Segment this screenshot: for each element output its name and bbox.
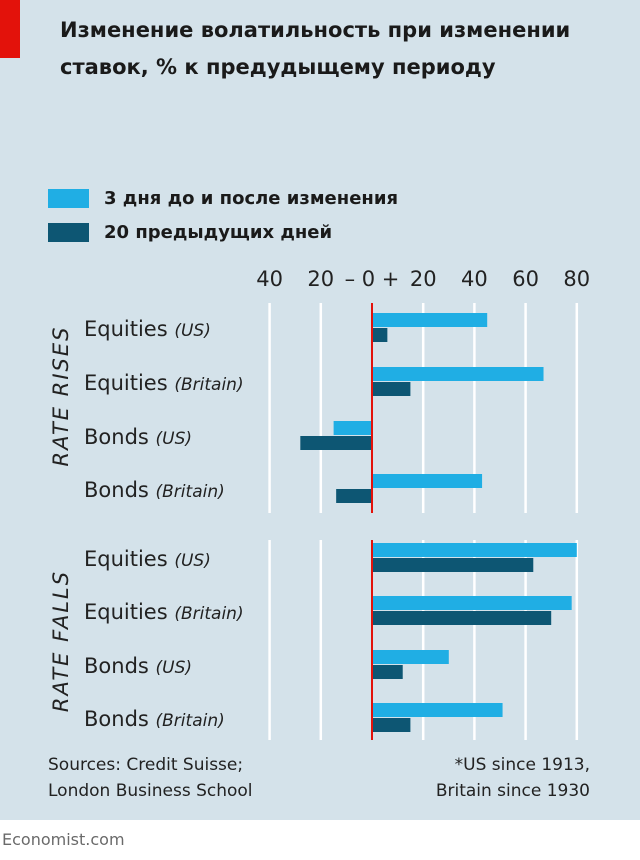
category-name: Equities: [84, 547, 174, 571]
bar-20-days: [372, 558, 534, 572]
category-label: Equities (US): [84, 547, 211, 571]
chart-title: Изменение волатильность при изменении ст…: [60, 18, 571, 79]
bar-20-days: [372, 611, 552, 625]
category-label: Equities (Britain): [84, 600, 244, 624]
category-region: (US): [174, 551, 211, 571]
legend-item-3-days: 3 дня до и после изменения: [48, 186, 398, 210]
category-name: Bonds: [84, 654, 156, 678]
category-name: Equities: [84, 371, 174, 395]
category-name: Bonds: [84, 478, 156, 502]
footnote-line: *US since 1913,: [454, 755, 590, 775]
legend-item-20-days: 20 предыдущих дней: [48, 220, 332, 244]
category-label: Bonds (Britain): [84, 707, 225, 731]
brand-watermark: Economist.com: [2, 830, 125, 849]
footnote-line: Britain since 1930: [435, 781, 590, 801]
category-region: (US): [174, 321, 211, 341]
legend-swatch-light: [48, 188, 89, 208]
brand-red-tag: [0, 0, 20, 58]
bar-20-days: [372, 665, 403, 679]
x-tick-label: 80: [563, 267, 590, 291]
x-tick-label: – 0 +: [345, 267, 400, 291]
category-region: (Britain): [156, 711, 225, 731]
category-name: Equities: [84, 600, 174, 624]
category-region: (Britain): [174, 604, 243, 624]
bar-3-days: [372, 650, 449, 664]
x-tick-label: 20: [307, 267, 334, 291]
legend-swatch-dark: [48, 222, 89, 242]
category-region: (Britain): [174, 375, 243, 395]
bar-3-days: [372, 313, 488, 327]
x-tick-label: 20: [410, 267, 437, 291]
bar-3-days: [372, 474, 483, 488]
category-name: Bonds: [84, 425, 156, 449]
sources-line: London Business School: [48, 781, 253, 801]
category-region: (US): [156, 429, 193, 449]
sources-note: Sources: Credit Suisse; London Business …: [48, 752, 348, 804]
category-name: Equities: [84, 317, 174, 341]
bar-3-days: [372, 543, 577, 557]
category-name: Bonds: [84, 707, 156, 731]
category-label: Equities (US): [84, 317, 211, 341]
category-region: (Britain): [156, 482, 225, 502]
sources-line: Sources: Credit Suisse;: [48, 755, 244, 775]
bar-20-days: [336, 489, 372, 503]
category-label: Equities (Britain): [84, 371, 244, 395]
group-label: RATE RISES: [49, 326, 73, 467]
bar-20-days: [372, 718, 411, 732]
bar-20-days: [372, 328, 388, 342]
footnote: *US since 1913, Britain since 1930: [360, 752, 590, 804]
category-region: (US): [156, 658, 193, 678]
bar-20-days: [300, 436, 372, 450]
bar-3-days: [372, 596, 572, 610]
legend-label: 20 предыдущих дней: [104, 221, 333, 243]
legend-label: 3 дня до и после изменения: [104, 187, 399, 209]
bar-20-days: [372, 382, 411, 396]
bar-3-days: [372, 703, 503, 717]
category-label: Bonds (Britain): [84, 478, 225, 502]
group-label: RATE FALLS: [49, 570, 73, 712]
bar-3-days: [333, 421, 372, 435]
category-label: Bonds (US): [84, 654, 192, 678]
category-label: Bonds (US): [84, 425, 192, 449]
x-tick-label: 40: [461, 267, 488, 291]
x-tick-label: 40: [256, 267, 283, 291]
bar-3-days: [372, 367, 544, 381]
x-tick-label: 60: [512, 267, 539, 291]
